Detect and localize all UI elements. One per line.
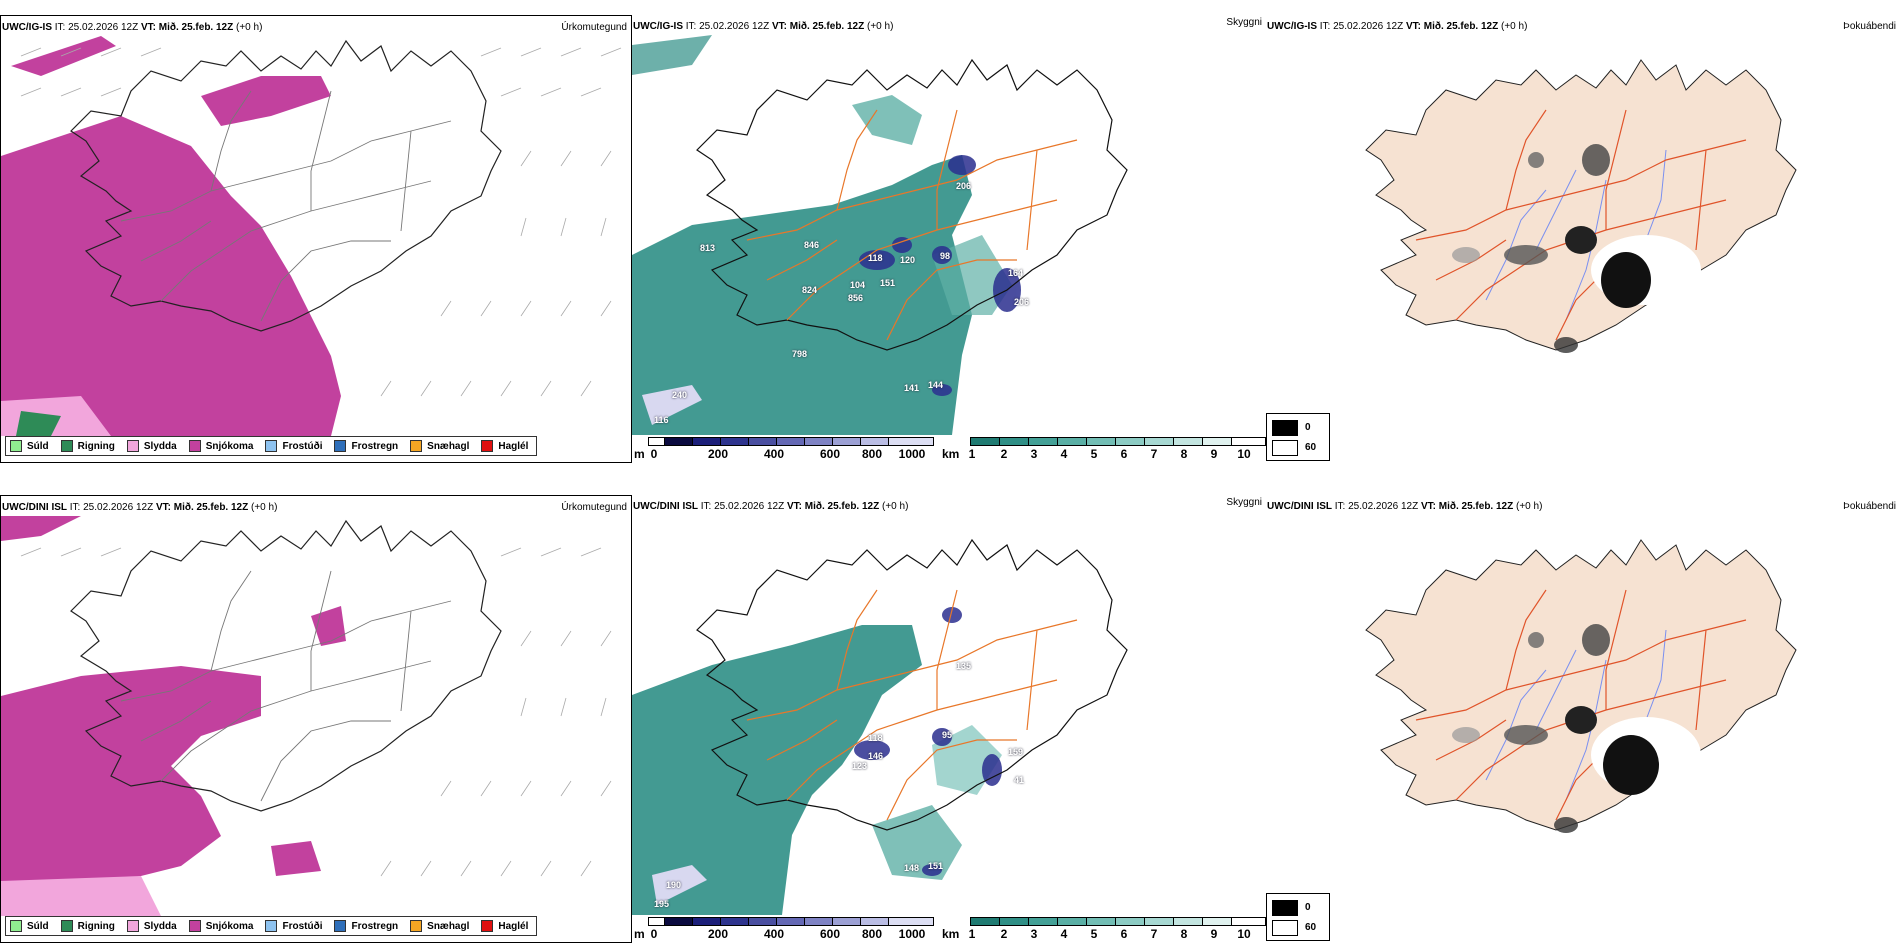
cloud-base-label: 95	[942, 730, 953, 740]
cloud-base-colorbar: m 0 200 400 600 800 1000	[634, 917, 934, 941]
panel-variable-name: Skyggni	[1226, 497, 1262, 508]
sleet-area	[1, 876, 161, 916]
cloud-base-label: 135	[956, 661, 972, 671]
visibility-area	[632, 155, 972, 435]
cloud-base-label: 206	[1014, 297, 1030, 307]
panel-title: UWC/IG-IS IT: 25.02.2026 12Z VT: Mið. 25…	[633, 21, 894, 32]
cloud-base-visibility-panel-2: UWC/DINI ISL IT: 25.02.2026 12Z VT: Mið.…	[632, 495, 1266, 943]
cloud-base-label: 123	[852, 761, 868, 771]
fog-index-map	[1365, 59, 1797, 353]
panel-variable-name: Þokuábendi	[1843, 501, 1896, 512]
panel-title: UWC/DINI ISL IT: 25.02.2026 12Z VT: Mið.…	[1267, 501, 1543, 512]
wind-barbs	[20, 547, 612, 877]
fog-index-panel-2: UWC/DINI ISL IT: 25.02.2026 12Z VT: Mið.…	[1266, 495, 1900, 943]
fog-legend: 0 60	[1266, 413, 1330, 461]
cloud-base-label: 146	[868, 751, 884, 761]
snowfall-area	[1, 666, 261, 896]
panel-title: UWC/DINI ISL IT: 25.02.2026 12Z VT: Mið.…	[633, 501, 909, 512]
precip-map	[1, 16, 631, 462]
cloud-base-label: 98	[940, 251, 951, 261]
panel-title: UWC/IG-IS IT: 25.02.2026 12Z VT: Mið. 25…	[1267, 21, 1528, 32]
visibility-colorbar: km 1 2 3 4 5 6 7 8 9 10	[942, 437, 1266, 461]
precip-type-panel-2: UWC/DINI ISL IT: 25.02.2026 12Z VT: Mið.…	[0, 495, 632, 943]
cloud-base-label: 41	[1014, 775, 1025, 785]
precip-type-legend: Súld Rigning Slydda Snjókoma Frostúði Fr…	[5, 916, 538, 936]
panel-variable-name: Þokuábendi	[1843, 21, 1896, 32]
panel-variable-name: Úrkomutegund	[561, 502, 627, 513]
visibility-colorbar: km 1 2 3 4 5 6 7 8 9 10	[942, 917, 1266, 941]
cloud-base-label: 798	[792, 349, 808, 359]
cloud-base-map	[632, 539, 1128, 915]
cloud-base-label: 240	[672, 390, 688, 400]
cloud-base-label: 206	[956, 181, 972, 191]
cloud-base-label: 148	[904, 863, 920, 873]
cloud-base-label: 846	[804, 240, 820, 250]
snowfall-area	[1, 116, 341, 436]
visibility-area	[632, 625, 922, 915]
fog-index-map	[1365, 539, 1797, 833]
rain-area	[16, 411, 61, 436]
cloud-base-label: 104	[850, 280, 866, 290]
cloud-base-label: 195	[654, 899, 670, 909]
cloud-base-visibility-panel-1: UWC/IG-IS IT: 25.02.2026 12Z VT: Mið. 25…	[632, 15, 1266, 463]
cloud-base-label: 116	[654, 415, 669, 425]
panel-variable-name: Skyggni	[1226, 17, 1262, 28]
cloud-base-label: 118	[868, 253, 883, 263]
precip-map	[1, 516, 612, 916]
cloud-base-map	[632, 35, 1128, 435]
precip-type-panel-1: UWC/IG-IS IT: 25.02.2026 12Z VT: Mið. 25…	[0, 15, 632, 463]
cloud-base-label: 120	[900, 255, 916, 265]
precip-type-legend: Súld Rigning Slydda Snjókoma Frostúði Fr…	[5, 436, 538, 456]
fog-legend: 0 60	[1266, 893, 1330, 941]
cloud-base-label: 190	[666, 880, 682, 890]
cloud-base-colorbar: m 0 200 400 600 800 1000	[634, 437, 934, 461]
low-cloud-base-areas	[854, 607, 1002, 876]
cloud-base-label: 164	[1008, 268, 1024, 278]
cloud-base-label: 151	[928, 861, 944, 871]
panel-variable-name: Úrkomutegund	[561, 22, 627, 33]
cloud-base-label: 824	[802, 285, 818, 295]
cloud-base-label: 813	[700, 243, 716, 253]
panel-title: UWC/IG-IS IT: 25.02.2026 12Z VT: Mið. 25…	[2, 22, 263, 33]
cloud-base-label: 144	[928, 380, 944, 390]
fog-index-panel-1: UWC/IG-IS IT: 25.02.2026 12Z VT: Mið. 25…	[1266, 15, 1900, 463]
cloud-base-label: 151	[880, 278, 896, 288]
cloud-base-label: 141	[904, 383, 920, 393]
panel-title: UWC/DINI ISL IT: 25.02.2026 12Z VT: Mið.…	[2, 502, 278, 513]
cloud-base-label: 118	[868, 733, 883, 743]
cloud-base-label: 856	[848, 293, 864, 303]
cloud-base-label: 159	[1008, 747, 1024, 757]
wind-barbs	[20, 47, 622, 397]
